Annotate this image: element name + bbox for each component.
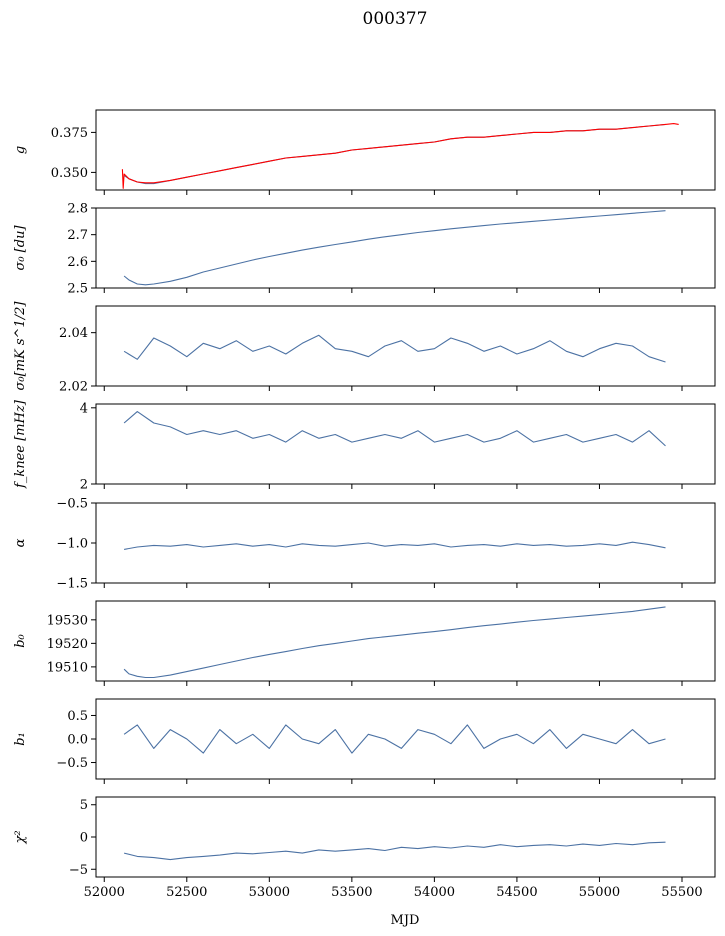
plot-frame [95, 502, 716, 584]
plot-frame [95, 109, 716, 191]
x-tick-label: 54500 [496, 885, 537, 900]
panel-g: 0.350 0.375 g [13, 109, 716, 195]
y-axis-label: b₁ [13, 732, 28, 746]
y-axis-label: χ² [13, 830, 28, 844]
series-line-chi2-0 [123, 841, 666, 861]
x-tick-label: 55000 [579, 885, 620, 900]
y-tick-label: 2.6 [67, 255, 88, 270]
x-axis-label: MJD [391, 913, 420, 928]
y-axis-label: f_knee [mHz] [13, 399, 28, 489]
y-tick-label: 0.0 [67, 733, 88, 748]
panel-fknee: 2 4 f_knee [mHz] [13, 399, 716, 493]
y-tick-label: 2.02 [59, 380, 88, 395]
series-line-g-0 [123, 123, 666, 185]
panel-chi2: −5 0 5 52000 52500 53000 53500 54000 54500 55000 5… [13, 796, 716, 900]
series-group [123, 210, 666, 286]
panels: 0.350 0.375 g 2.5 2.6 2.7 2.8 σ₀ [du] 2.02 2.04 σ₀… [13, 109, 716, 900]
series-group [123, 841, 666, 861]
series-line-fknee-0 [123, 411, 666, 447]
plot-frame [95, 207, 716, 289]
y-tick-label: −0.5 [56, 497, 88, 512]
plot-frame [95, 305, 716, 387]
plot-frame [95, 403, 716, 485]
y-tick-label: 2.04 [59, 326, 88, 341]
x-tick-label: 53000 [249, 885, 290, 900]
y-tick-label: 4 [80, 401, 88, 416]
y-tick-label: 0.350 [51, 166, 88, 181]
y-tick-label: −5 [69, 863, 88, 878]
y-axis-label: g [13, 146, 28, 154]
y-axis-label: σ₀[mK s^1/2] [13, 301, 28, 391]
y-tick-label: 2.8 [67, 202, 88, 217]
panel-b1: −0.5 0.0 0.5 b₁ [13, 698, 716, 784]
x-tick-label: 54000 [414, 885, 455, 900]
y-tick-label: −1.5 [56, 577, 88, 592]
y-tick-label: −0.5 [56, 756, 88, 771]
series-group [123, 606, 666, 679]
y-axis-label: α [13, 538, 28, 547]
series-line-sigma0-du-0 [123, 210, 666, 286]
y-tick-label: 19530 [47, 613, 88, 628]
figure-title: 000377 [363, 9, 428, 29]
y-tick-label: 2.7 [67, 228, 88, 243]
series-group [121, 123, 679, 189]
y-tick-label: 0.5 [67, 709, 88, 724]
plot-frame [95, 796, 716, 878]
y-tick-label: 5 [80, 798, 88, 813]
panel-alpha: −1.5 −1.0 −0.5 α [13, 497, 716, 592]
series-group [123, 724, 666, 754]
panel-b0: 19510 19520 19530 b₀ [13, 600, 716, 686]
x-tick-label: 53500 [331, 885, 372, 900]
series-group [123, 411, 666, 447]
y-tick-label: 0.375 [51, 126, 88, 141]
panel-sigma0-mks: 2.02 2.04 σ₀[mK s^1/2] [13, 301, 716, 395]
y-tick-label: −1.0 [56, 537, 88, 552]
x-tick-label: 52500 [166, 885, 207, 900]
series-group [123, 334, 666, 363]
plot-frame [95, 600, 716, 682]
series-group [124, 541, 666, 550]
y-tick-label: 2.5 [67, 282, 88, 297]
y-tick-label: 19520 [47, 637, 88, 652]
x-tick-label: 55500 [661, 885, 702, 900]
series-line-sigma0-mks-0 [123, 334, 666, 363]
series-line-g-1 [121, 123, 679, 189]
series-line-b0-0 [123, 606, 666, 679]
series-line-alpha-0 [124, 541, 666, 550]
x-tick-label: 52000 [84, 885, 125, 900]
y-axis-label: b₀ [13, 633, 28, 647]
y-tick-label: 0 [80, 831, 88, 846]
series-line-b1-0 [123, 724, 666, 754]
panel-sigma0-du: 2.5 2.6 2.7 2.8 σ₀ [du] [13, 202, 716, 297]
y-tick-label: 19510 [47, 660, 88, 675]
y-axis-label: σ₀ [du] [13, 225, 28, 271]
y-tick-label: 2 [80, 478, 88, 493]
